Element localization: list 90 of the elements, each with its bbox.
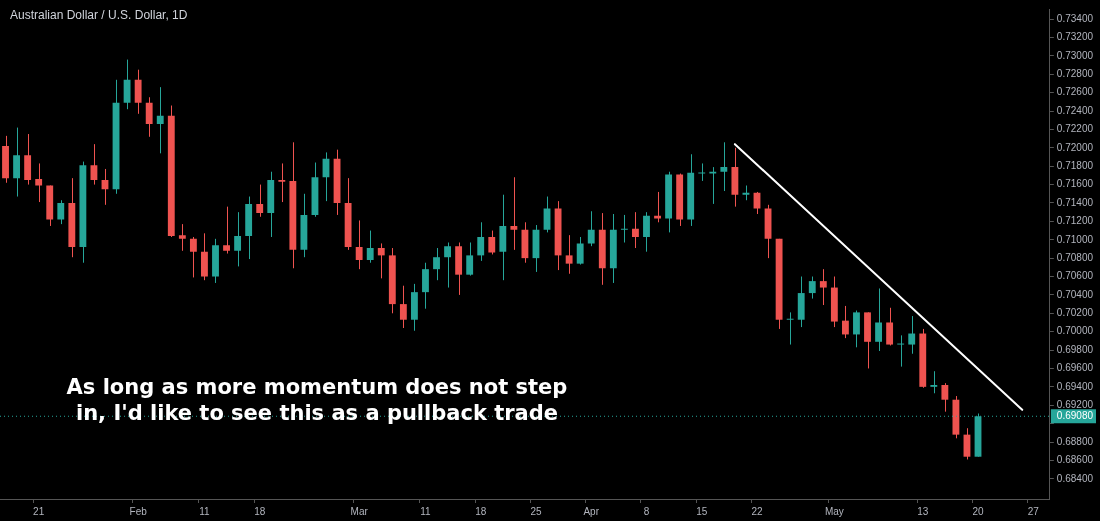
y-tick-label: 0.70200 xyxy=(1056,307,1094,319)
x-tick-label: 22 xyxy=(751,505,763,517)
candlestick xyxy=(709,166,717,205)
candlestick xyxy=(57,199,65,225)
candlestick xyxy=(433,247,440,281)
y-tick-label: 0.73200 xyxy=(1056,31,1094,43)
candlestick xyxy=(654,191,661,223)
x-tick-label: 27 xyxy=(1027,505,1040,517)
y-tick-label: 0.71400 xyxy=(1056,196,1094,208)
candlestick xyxy=(908,315,916,355)
candlestick xyxy=(145,96,153,138)
x-tick-label: 15 xyxy=(696,505,708,517)
candlestick xyxy=(377,242,385,279)
candlestick xyxy=(466,242,474,277)
candlestick xyxy=(886,307,894,346)
candlestick xyxy=(256,184,264,218)
candlestick xyxy=(543,196,551,233)
x-tick-label: 21 xyxy=(33,505,45,517)
x-tick-label: Mar xyxy=(350,505,369,517)
y-tick-label: 0.70600 xyxy=(1056,270,1094,282)
y-tick-label: 0.73400 xyxy=(1056,12,1094,24)
y-tick-label: 0.71000 xyxy=(1056,233,1094,245)
y-tick-label: 0.68600 xyxy=(1056,454,1094,466)
candlestick xyxy=(930,370,938,394)
chart-title: Australian Dollar / U.S. Dollar, 1D xyxy=(10,8,188,22)
candlestick xyxy=(366,230,374,264)
y-tick-label: 0.69800 xyxy=(1056,343,1094,355)
candlestick xyxy=(35,162,43,203)
candlestick xyxy=(808,276,816,300)
candlestick xyxy=(278,162,286,203)
x-tick-label: 18 xyxy=(475,505,487,517)
candlestick xyxy=(488,230,496,255)
y-tick-label: 0.73000 xyxy=(1056,49,1094,61)
x-tick-label: 18 xyxy=(254,505,266,517)
candlestick xyxy=(13,127,20,198)
candlestick xyxy=(134,69,142,115)
y-tick-label: 0.69400 xyxy=(1056,380,1094,392)
candlestick xyxy=(477,221,485,262)
candlestick xyxy=(223,206,230,255)
candlestick xyxy=(355,219,363,270)
x-tick-label: 11 xyxy=(199,505,211,517)
candlestick xyxy=(720,141,728,192)
candlestick xyxy=(576,236,584,266)
candlestick xyxy=(422,262,429,310)
candlestick xyxy=(841,305,849,339)
candlestick xyxy=(643,211,650,253)
y-tick-label: 0.68400 xyxy=(1056,472,1094,484)
ref-line-label: 0.69080 xyxy=(1056,410,1094,422)
candlestick xyxy=(875,287,882,352)
candlestick xyxy=(444,242,451,289)
y-tick-label: 0.70000 xyxy=(1056,325,1094,337)
candlestick xyxy=(189,236,197,278)
candlestick xyxy=(941,382,949,413)
y-tick-label: 0.69200 xyxy=(1056,398,1094,410)
candlestick xyxy=(123,59,131,110)
candlestick xyxy=(510,176,518,251)
candlestick xyxy=(632,211,639,249)
candlestick xyxy=(156,86,164,154)
y-tick-label: 0.72000 xyxy=(1056,141,1094,153)
y-tick-label: 0.71600 xyxy=(1056,178,1094,190)
y-tick-label: 0.71800 xyxy=(1056,159,1094,171)
x-tick-label: May xyxy=(824,505,844,517)
candlestick xyxy=(698,162,706,182)
x-tick-label: Apr xyxy=(583,505,600,517)
x-tick-label: 8 xyxy=(643,505,650,517)
y-tick-label: 0.72600 xyxy=(1056,86,1094,98)
candlestick xyxy=(178,223,186,252)
candlestick xyxy=(786,311,794,346)
candlestick xyxy=(819,268,827,306)
y-tick-label: 0.68800 xyxy=(1056,435,1094,447)
x-tick-label: Feb xyxy=(129,505,148,517)
candlestick xyxy=(587,210,595,247)
x-tick-label: 13 xyxy=(917,505,929,517)
x-tick-label: 25 xyxy=(530,505,542,517)
candlestick xyxy=(565,234,573,275)
candlestick xyxy=(853,310,860,348)
y-tick-label: 0.69600 xyxy=(1056,362,1094,374)
x-tick-label: 11 xyxy=(420,505,432,517)
candlestick xyxy=(234,211,242,267)
annotation: As long as more momentum does not step in, I'd like to see this as a pullback trade xyxy=(65,374,569,426)
candlestick xyxy=(620,214,628,244)
y-tick-label: 0.70400 xyxy=(1056,288,1094,300)
y-tick-label: 0.72200 xyxy=(1056,123,1094,135)
y-tick-label: 0.70800 xyxy=(1056,251,1094,263)
y-tick-label: 0.71200 xyxy=(1056,215,1094,227)
y-tick-label: 0.72800 xyxy=(1056,68,1094,80)
y-tick-label: 0.72400 xyxy=(1056,104,1094,116)
x-tick-label: 20 xyxy=(972,505,985,517)
candlestick xyxy=(399,285,407,329)
candlestick xyxy=(897,334,905,368)
